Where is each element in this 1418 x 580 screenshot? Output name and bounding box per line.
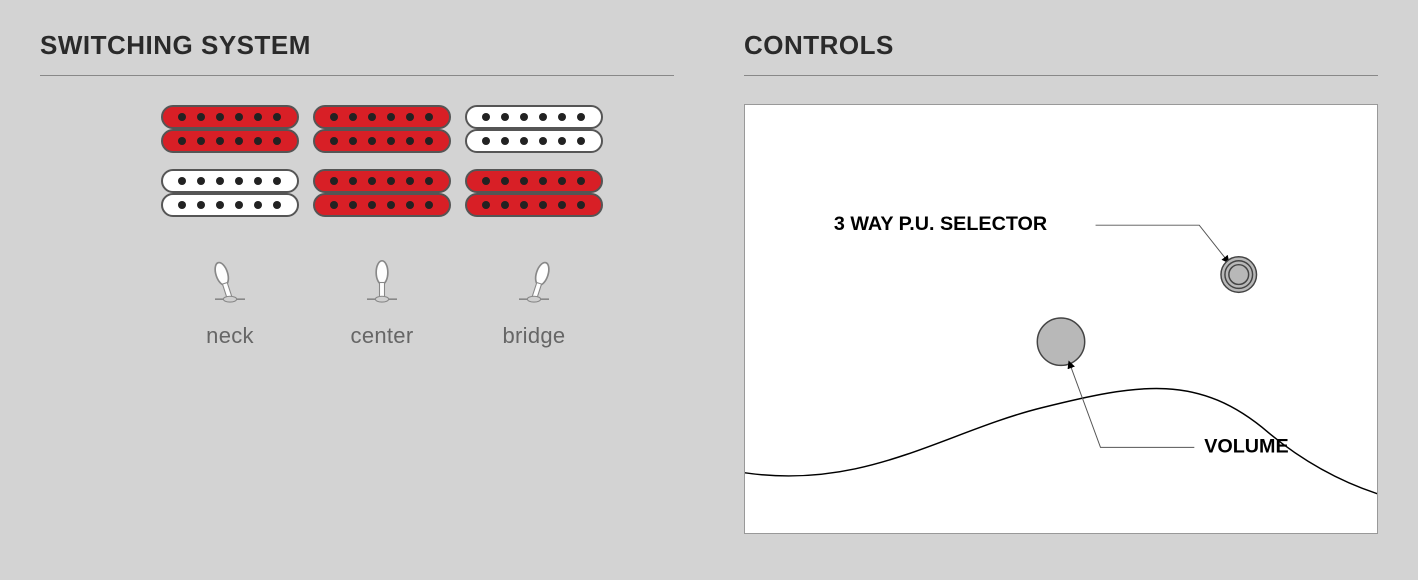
selector-knob-icon — [1221, 257, 1257, 293]
humbucker-icon — [312, 104, 452, 154]
toggle-switch-icon — [205, 250, 255, 315]
toggle-switch-icon — [509, 250, 559, 315]
humbucker-icon — [464, 168, 604, 218]
switch-position: center — [312, 250, 452, 349]
humbucker-icon — [160, 168, 300, 218]
switch-position: bridge — [464, 250, 604, 349]
toggle-switch-icon — [357, 250, 407, 315]
controls-diagram-box: 3 WAY P.U. SELECTOR VOLUME — [744, 104, 1378, 534]
switching-title: SWITCHING SYSTEM — [40, 30, 674, 76]
switch-position-label: neck — [206, 323, 254, 349]
volume-knob-icon — [1037, 318, 1084, 365]
humbucker-icon — [464, 104, 604, 154]
volume-callout-line — [1069, 361, 1194, 447]
controls-title: CONTROLS — [744, 30, 1378, 76]
volume-label: VOLUME — [1204, 435, 1289, 457]
switching-system-panel: SWITCHING SYSTEM neck — [40, 30, 674, 550]
switch-position-label: center — [351, 323, 414, 349]
humbucker-icon — [160, 104, 300, 154]
humbucker-icon — [312, 168, 452, 218]
controls-panel: CONTROLS 3 WAY P.U. SELECTOR VOLUME — [744, 30, 1378, 550]
switch-position-label: bridge — [503, 323, 566, 349]
selector-callout-line — [1096, 225, 1229, 263]
selector-label: 3 WAY P.U. SELECTOR — [834, 213, 1047, 235]
switch-position: neck — [160, 250, 300, 349]
switching-grid: neck center bridge — [40, 104, 674, 349]
controls-svg: 3 WAY P.U. SELECTOR VOLUME — [745, 105, 1377, 533]
